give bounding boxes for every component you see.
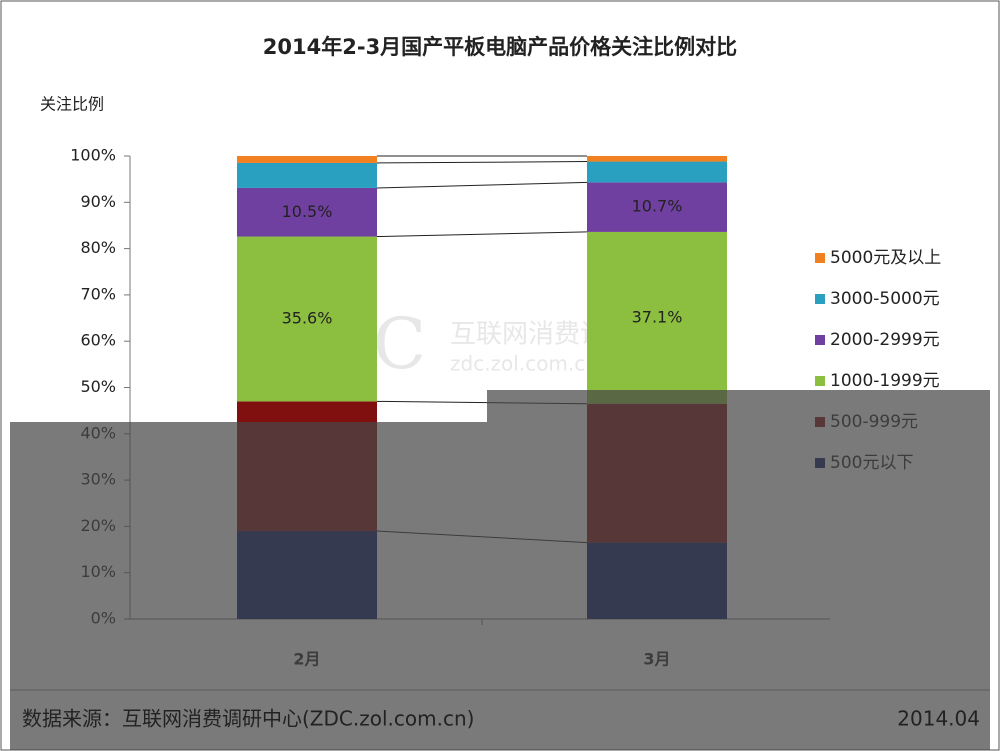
y-tick-label: 100% xyxy=(70,146,116,165)
connector xyxy=(376,181,588,189)
watermark-url: zdc.zol.com.cn xyxy=(450,352,598,376)
data-label: 10.7% xyxy=(632,197,683,216)
legend-label: 2000-2999元 xyxy=(830,330,940,350)
data-label: 37.1% xyxy=(632,307,683,326)
bar-segment xyxy=(237,162,377,188)
legend-label: 5000元及以上 xyxy=(830,248,941,268)
bar-segment xyxy=(587,231,727,404)
y-tick-label: 70% xyxy=(80,284,116,303)
bar-segment xyxy=(237,236,377,402)
y-tick-label: 60% xyxy=(80,331,116,350)
data-label: 10.5% xyxy=(282,202,333,221)
data-label: 35.6% xyxy=(282,308,333,327)
legend-swatch xyxy=(815,253,825,263)
connector xyxy=(376,231,588,238)
screen-overlay xyxy=(10,390,990,690)
legend-swatch xyxy=(815,335,825,345)
legend-label: 3000-5000元 xyxy=(830,289,940,309)
chart-title: 2014年2-3月国产平板电脑产品价格关注比例对比 xyxy=(263,35,737,59)
y-axis-label: 关注比例 xyxy=(40,95,104,114)
bar-segment xyxy=(587,156,727,162)
date: 2014.04 xyxy=(897,707,980,731)
legend-swatch xyxy=(815,376,825,386)
y-tick-label: 90% xyxy=(80,192,116,211)
bar-segment xyxy=(587,182,727,232)
source: 数据来源：互联网消费调研中心(ZDC.zol.com.cn) xyxy=(22,707,474,731)
connector xyxy=(376,161,588,164)
bar-segment xyxy=(237,187,377,237)
legend-swatch xyxy=(815,294,825,304)
bar-segment xyxy=(587,161,727,183)
y-tick-label: 50% xyxy=(80,377,116,396)
screen-overlay xyxy=(10,690,990,750)
y-tick-label: 80% xyxy=(80,238,116,257)
legend-label: 1000-1999元 xyxy=(830,371,940,391)
bar-segment xyxy=(237,156,377,163)
